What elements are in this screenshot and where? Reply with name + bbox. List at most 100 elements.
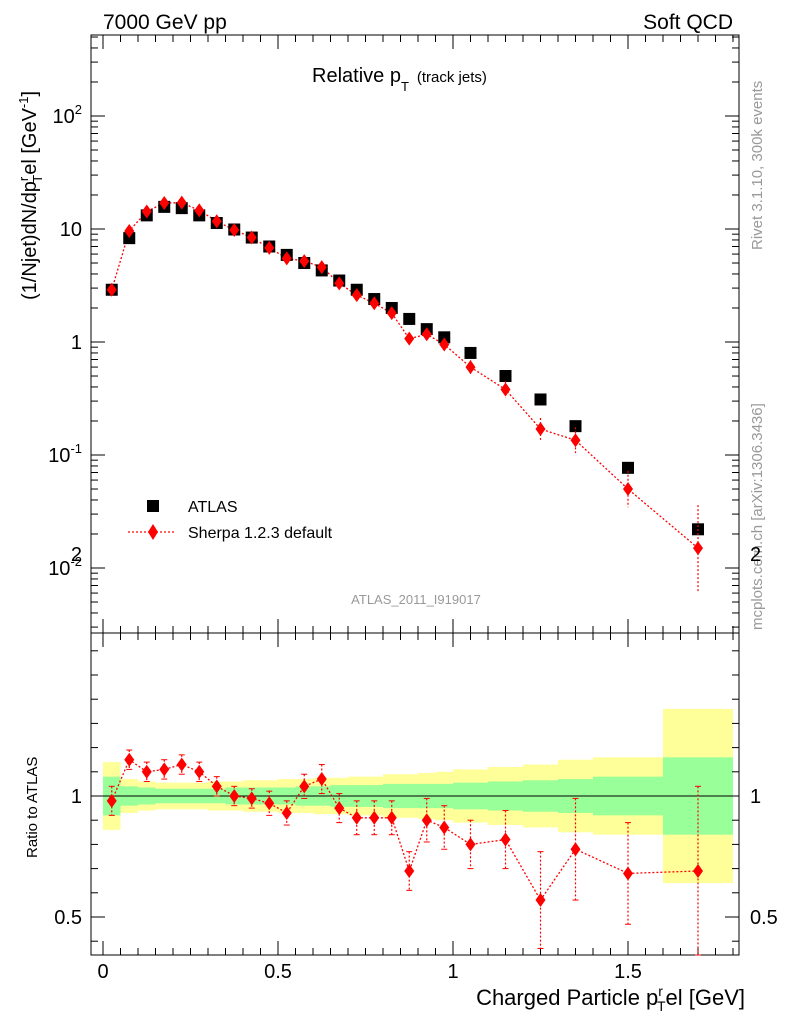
ratio-data-point: [264, 796, 275, 811]
main-ytick-label: 1: [71, 332, 82, 354]
atlas-data-point: [622, 461, 634, 474]
xtick-label: 1.5: [614, 961, 642, 983]
ratio-data-point: [106, 793, 117, 808]
mc-data-point: [623, 482, 633, 497]
atlas-data-point: [123, 232, 136, 245]
atlas-data-point: [499, 370, 512, 383]
mc-data-point: [299, 254, 310, 269]
ratio-data-point: [623, 866, 633, 881]
mc-data-point: [421, 327, 432, 342]
mc-data-point: [500, 382, 511, 397]
mc-data-point: [106, 282, 117, 297]
mc-data-point: [211, 214, 222, 229]
mc-data-point: [334, 276, 345, 291]
atlas-data-point: [438, 331, 451, 344]
mc-data-point: [439, 337, 450, 352]
mc-data-point: [176, 195, 187, 210]
main-ytick-label: 10-1: [48, 441, 82, 467]
xtick-label: 0.5: [264, 961, 292, 983]
mc-data-point: [246, 230, 257, 245]
mc-data-point: [386, 306, 397, 321]
ratio-axes: 0.5 0.5 1 1 2 2 0 0.5 1 1.5: [54, 544, 778, 983]
xlabel: Charged Particle pr Tel [GeV]: [476, 983, 745, 1014]
analysis-watermark: ATLAS_2011_I919017: [351, 592, 481, 607]
atlas-data-point: [464, 346, 477, 359]
main-data-marks: [105, 195, 704, 592]
mc-data-point: [351, 288, 362, 303]
mc-data-point: [124, 224, 135, 239]
mc-data-point: [264, 240, 275, 255]
ratio-data-point: [465, 837, 476, 852]
main-ytick-label: 102: [53, 102, 82, 128]
main-plot-frame: [90, 34, 740, 634]
ratio-ylabel: Ratio to ATLAS: [24, 757, 41, 858]
ratio-uncertainty-bands: [91, 708, 739, 884]
ratio-plot-panel: 0.5 0.5 1 1 2 2 0 0.5 1 1.5 Ratio to ATLAS Charge…: [24, 544, 778, 1014]
ratio-ytick-label: 0.5: [54, 907, 82, 929]
ratio-data-point: [439, 820, 450, 835]
plot-title-note: (track jets): [417, 69, 487, 86]
plot-title-main: Relative p: [312, 65, 401, 87]
main-ytick-label: 10: [60, 219, 82, 241]
plot-title-sub: T: [401, 79, 409, 94]
ratio-data-point: [176, 757, 187, 772]
ratio-data-point: [334, 801, 345, 816]
ratio-ytick-label-right: 2: [750, 544, 761, 566]
atlas-data-point: [534, 393, 547, 406]
plot-title: Relative pT (track jets): [312, 65, 487, 94]
ratio-ytick-label-right: 0.5: [750, 907, 778, 929]
mc-data-point: [570, 433, 581, 448]
mc-data-point: [229, 222, 240, 237]
ratio-data-point: [229, 789, 240, 803]
main-ytick-label: 10-2: [48, 554, 82, 580]
legend-mc-label: Sherpa 1.2.3 default: [188, 525, 333, 542]
xtick-label: 1: [447, 961, 458, 983]
atlas-data-point: [569, 420, 582, 433]
ratio-data-point: [500, 832, 511, 847]
ratio-ytick-label-right: 1: [750, 786, 761, 808]
ratio-ytick-label: 1: [71, 786, 82, 808]
legend: ATLAS Sherpa 1.2.3 default: [128, 499, 333, 542]
legend-data-marker: [147, 500, 159, 512]
mc-data-point: [316, 260, 327, 275]
ratio-data-marks: [106, 749, 703, 956]
ratio-data-point: [351, 810, 362, 825]
mc-data-point: [369, 296, 380, 311]
header-left: 7000 GeV pp: [103, 11, 227, 34]
mc-data-point: [141, 204, 152, 219]
legend-mc-marker: [148, 524, 158, 540]
ratio-data-point: [211, 779, 222, 794]
header-right: Soft QCD: [643, 11, 733, 34]
mc-data-point: [404, 331, 415, 346]
ratio-data-point: [369, 810, 380, 825]
ratio-data-point: [124, 752, 135, 767]
mcplots-text: mcplots.cern.ch [arXiv:1306.3436]: [749, 403, 766, 630]
ratio-data-point: [535, 893, 546, 908]
mc-series-line: [111, 202, 699, 549]
ratio-data-point: [159, 762, 170, 777]
mc-data-point: [159, 195, 170, 210]
legend-data-label: ATLAS: [188, 499, 238, 516]
ratio-data-point: [316, 772, 327, 787]
ratio-data-point: [386, 810, 397, 825]
main-ylabel: (1/Njet)dN/dprTel [GeV-1]: [16, 91, 45, 300]
main-plot-panel: 10-2 10-1 1 10 102 Relative pT (track jets) A…: [16, 34, 740, 634]
atlas-data-point: [403, 312, 416, 325]
xtick-label: 0: [97, 961, 108, 983]
mc-data-point: [281, 251, 292, 266]
mc-data-point: [693, 541, 703, 556]
ratio-data-point: [421, 813, 432, 828]
ratio-data-point: [246, 791, 257, 806]
main-axes: 10-2 10-1 1 10 102: [48, 35, 739, 633]
ratio-data-point: [141, 764, 152, 779]
ratio-data-point: [194, 764, 205, 779]
ratio-data-point: [299, 779, 310, 794]
ratio-data-point: [404, 864, 415, 879]
mc-data-point: [465, 360, 476, 375]
ratio-data-point: [570, 842, 581, 857]
ratio-ytick-label: 2: [71, 544, 82, 566]
mc-data-point: [535, 421, 546, 436]
ratio-data-point: [281, 805, 292, 820]
rivet-version-text: Rivet 3.1.10, 300k events: [749, 81, 766, 250]
